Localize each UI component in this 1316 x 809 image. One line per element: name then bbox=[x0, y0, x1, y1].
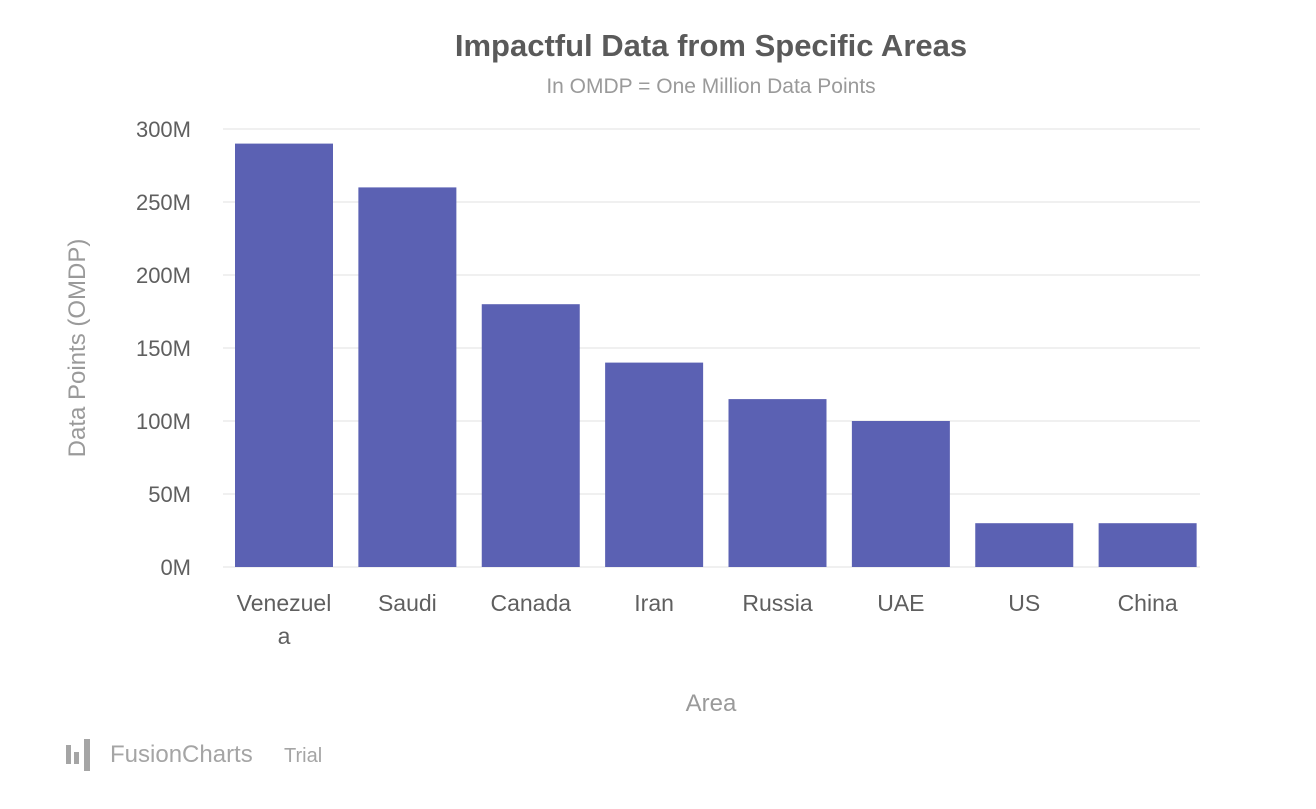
x-tick-label: Saudi bbox=[378, 590, 437, 616]
bar-china[interactable] bbox=[1098, 523, 1197, 567]
bar-venezuela[interactable] bbox=[235, 143, 333, 567]
bar-uae[interactable] bbox=[851, 421, 950, 567]
y-tick-label: 50M bbox=[148, 482, 191, 507]
bars bbox=[235, 143, 1197, 567]
bar-saudi[interactable] bbox=[358, 187, 457, 567]
x-tick-label: Russia bbox=[742, 590, 813, 616]
bar-iran[interactable] bbox=[605, 362, 704, 567]
watermark-brand: FusionCharts bbox=[110, 741, 253, 768]
y-axis-title: Data Points (OMDP) bbox=[64, 239, 91, 458]
x-axis-title: Area bbox=[686, 690, 737, 717]
x-tick-label: China bbox=[1118, 590, 1178, 616]
x-tick-label: Venezuel a bbox=[237, 590, 332, 649]
x-axis-labels: Venezuel a Saudi Canada Iran Russia UAE US China bbox=[237, 590, 1178, 649]
bar-us[interactable] bbox=[975, 523, 1074, 567]
chart-subtitle: In OMDP = One Million Data Points bbox=[546, 75, 875, 98]
y-tick-label: 250M bbox=[136, 190, 191, 215]
watermark: FusionCharts Trial bbox=[66, 739, 322, 771]
y-axis-ticks: 0M 50M 100M 150M 200M 250M 300M bbox=[136, 117, 191, 580]
y-tick-label: 150M bbox=[136, 336, 191, 361]
bar-russia[interactable] bbox=[728, 399, 827, 567]
y-tick-label: 100M bbox=[136, 409, 191, 434]
watermark-suffix: Trial bbox=[284, 745, 322, 767]
y-tick-label: 0M bbox=[160, 555, 191, 580]
x-tick-label: US bbox=[1008, 590, 1040, 616]
chart-title: Impactful Data from Specific Areas bbox=[455, 28, 967, 63]
y-tick-label: 300M bbox=[136, 117, 191, 142]
fusioncharts-logo-icon bbox=[66, 739, 90, 771]
x-tick-label: Canada bbox=[490, 590, 571, 616]
x-tick-label: Iran bbox=[634, 590, 674, 616]
bar-canada[interactable] bbox=[481, 304, 580, 567]
x-tick-label: UAE bbox=[877, 590, 924, 616]
y-tick-label: 200M bbox=[136, 263, 191, 288]
